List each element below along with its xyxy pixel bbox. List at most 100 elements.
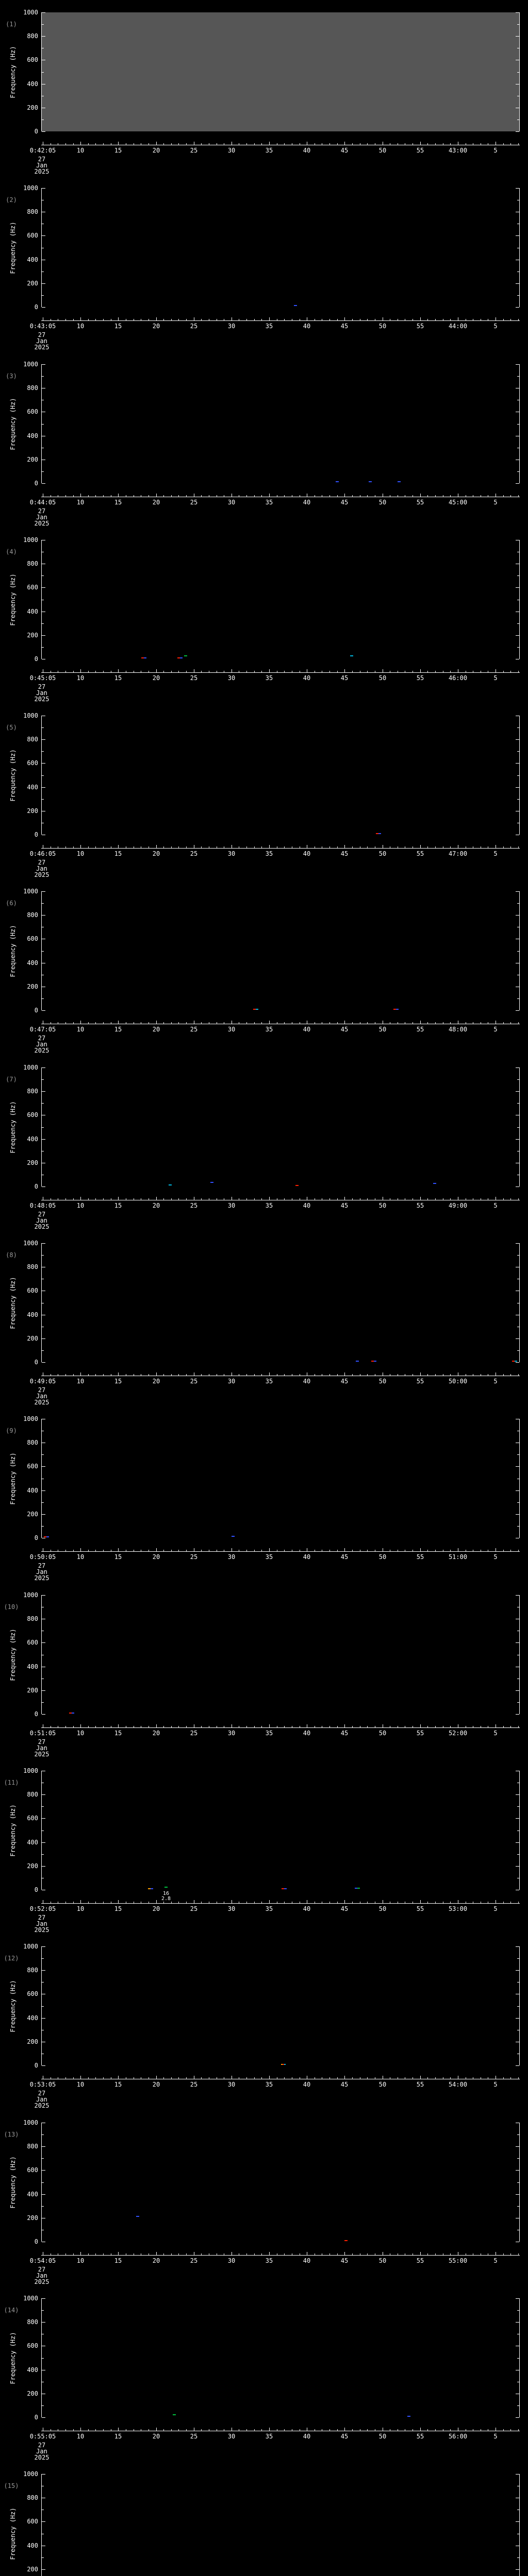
x-tick	[329, 1374, 330, 1376]
x-tick	[412, 143, 413, 145]
y-axis-line-left	[41, 540, 42, 659]
x-tick	[156, 1021, 157, 1024]
y-tick	[516, 1595, 519, 1596]
y-tick	[516, 1842, 519, 1843]
x-tick-label: 50	[378, 1202, 387, 1209]
x-tick	[171, 1374, 172, 1376]
y-tick	[42, 1866, 45, 1867]
y-tick-label: 200	[27, 2390, 38, 2397]
spectrogram-panel: (3) Frequency (Hz) 0 200 400 600 800 1000 0:44:0…	[0, 352, 528, 528]
x-tick-label: 5	[493, 1378, 498, 1385]
date-label: 2025	[34, 168, 50, 175]
y-tick-label: 800	[27, 1088, 38, 1095]
y-tick	[516, 36, 519, 37]
x-tick-label: 0:46:05	[29, 850, 56, 857]
x-tick	[156, 317, 157, 320]
y-tick-label: 200	[27, 104, 38, 111]
x-tick	[450, 2429, 451, 2431]
x-tick-label: 54:00	[448, 2081, 468, 2088]
event-speck-segment	[398, 481, 401, 482]
y-axis-line-right	[519, 2123, 520, 2242]
x-tick	[344, 317, 345, 320]
x-tick-label: 35	[265, 674, 273, 682]
x-tick	[73, 1198, 74, 1200]
x-tick	[450, 319, 451, 320]
y-tick	[42, 1806, 44, 1807]
x-tick-label: 35	[265, 2433, 273, 2440]
spectrogram-panel: (4) Frequency (Hz) 0 200 400 600 800 1000 0:45:0…	[0, 528, 528, 703]
x-tick-label: 20	[152, 1026, 160, 1033]
x-tick	[156, 1548, 157, 1551]
x-tick	[80, 1900, 81, 1903]
x-tick	[329, 2077, 330, 2079]
x-tick	[367, 846, 368, 848]
panel-index-label: (11)	[4, 1779, 19, 1786]
x-tick	[269, 494, 270, 497]
x-tick	[163, 319, 164, 320]
x-tick	[73, 2253, 74, 2255]
date-label: Jan	[36, 337, 47, 345]
x-tick	[148, 1198, 149, 1200]
y-tick	[516, 763, 519, 764]
x-tick	[503, 1374, 504, 1376]
x-tick-label: 5	[493, 2433, 498, 2440]
x-tick-label: 44:00	[448, 323, 468, 330]
x-tick-label: 56:00	[448, 2433, 468, 2440]
x-tick-label: 5	[493, 499, 498, 506]
y-tick-label: 400	[27, 80, 38, 88]
x-tick-label: 30	[227, 1905, 236, 1912]
y-tick	[517, 2310, 519, 2311]
x-tick-label: 35	[265, 1905, 273, 1912]
y-tick-label: 1000	[23, 361, 38, 368]
x-tick	[450, 846, 451, 848]
x-tick	[148, 1374, 149, 1376]
x-tick	[156, 1372, 157, 1376]
x-tick	[163, 2077, 164, 2079]
x-tick-label: 45	[340, 1553, 349, 1561]
spectrogram-panel: (14) Frequency (Hz) 0 200 400 600 800 1000 0:55:…	[0, 2286, 528, 2462]
x-tick	[420, 2252, 421, 2255]
event-speck-segment	[294, 305, 297, 306]
spectrogram-panel: (6) Frequency (Hz) 0 200 400 600 800 1000 0:47:0…	[0, 879, 528, 1055]
y-tick	[517, 1854, 519, 1855]
event-speck-segment	[344, 2240, 348, 2241]
x-tick-label: 10	[76, 674, 85, 682]
x-tick	[420, 1021, 421, 1024]
date-label: Jan	[36, 162, 47, 169]
x-tick	[171, 1902, 172, 1903]
y-tick-label: 800	[27, 2494, 38, 2501]
y-tick-label: 0	[34, 2414, 38, 2421]
x-tick-label: 10	[76, 2433, 85, 2440]
x-tick	[246, 671, 247, 672]
x-tick	[73, 2429, 74, 2431]
x-tick	[163, 671, 164, 672]
x-tick	[163, 1198, 164, 1200]
x-tick	[156, 1197, 157, 1200]
x-tick	[246, 1550, 247, 1551]
x-tick-label: 0:48:05	[29, 1202, 56, 1209]
x-tick	[352, 1198, 353, 1200]
x-tick	[337, 671, 338, 672]
x-axis-line	[41, 320, 520, 321]
y-tick-label: 400	[27, 1663, 38, 1670]
spectrogram-plot-area	[41, 2123, 520, 2242]
x-tick	[148, 1550, 149, 1551]
spectrogram-panel: (8) Frequency (Hz) 0 200 400 600 800 1000 0:49:0…	[0, 1231, 528, 1406]
x-tick	[171, 2077, 172, 2079]
x-tick-label: 20	[152, 1378, 160, 1385]
y-tick	[42, 2146, 45, 2147]
x-tick-label: 49:00	[448, 1202, 468, 1209]
x-tick	[178, 1374, 179, 1376]
y-tick	[516, 2322, 519, 2323]
spectrogram-panel: (7) Frequency (Hz) 0 200 400 600 800 1000 0:48:0…	[0, 1055, 528, 1231]
x-tick-label: 30	[227, 499, 236, 506]
x-tick	[118, 142, 119, 145]
y-tick-label: 1000	[23, 2470, 38, 2478]
x-tick	[201, 846, 202, 848]
x-tick-label: 10	[76, 1730, 85, 1737]
y-tick-label: 0	[34, 303, 38, 311]
x-tick-label: 35	[265, 499, 273, 506]
y-tick	[517, 1350, 519, 1351]
x-tick	[261, 2429, 262, 2431]
y-tick-label: 1000	[23, 2119, 38, 2126]
